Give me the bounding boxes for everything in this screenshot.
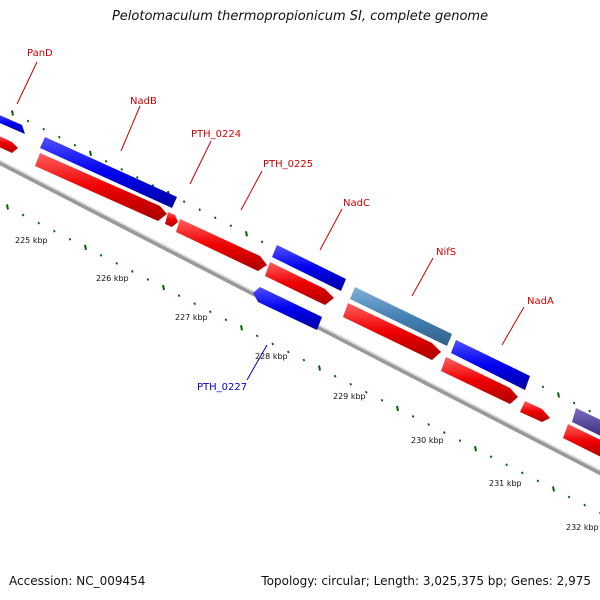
minor-tick xyxy=(68,237,72,241)
gene-feature-red xyxy=(35,153,167,221)
minor-tick xyxy=(42,127,46,131)
gene-feature-red xyxy=(0,136,18,153)
gene-label-pth0227: PTH_0227 xyxy=(197,382,247,393)
minor-tick xyxy=(427,423,431,426)
major-tick xyxy=(84,244,87,250)
minor-tick xyxy=(458,439,462,443)
gene-feature-red xyxy=(343,303,441,360)
minor-tick xyxy=(57,135,61,139)
scale-label: 231 kbp xyxy=(489,479,522,488)
gene-feature-red xyxy=(265,262,334,305)
minor-tick xyxy=(583,503,587,507)
gene-feature-nadb xyxy=(40,137,177,208)
gene-feature-red-small xyxy=(165,212,178,227)
minor-tick xyxy=(505,463,509,467)
scale-tick-marks xyxy=(6,204,600,515)
minor-tick xyxy=(52,229,56,233)
minor-tick xyxy=(302,358,306,362)
scale-label: 229 kbp xyxy=(333,392,366,401)
gene-feature-nadc xyxy=(272,245,346,291)
accession-text: Accession: NC_009454 xyxy=(9,574,146,588)
minor-tick xyxy=(151,184,155,187)
minor-tick xyxy=(182,200,186,204)
minor-tick xyxy=(73,143,77,147)
minor-tick xyxy=(193,302,197,306)
minor-tick xyxy=(536,479,540,483)
genome-summary-text: Topology: circular; Length: 3,025,375 bp… xyxy=(261,574,591,588)
minor-tick xyxy=(286,350,290,354)
minor-tick xyxy=(349,382,353,386)
minor-tick xyxy=(260,240,264,244)
minor-tick xyxy=(21,213,25,217)
minor-tick xyxy=(271,342,275,346)
minor-tick xyxy=(130,270,134,273)
minor-tick xyxy=(146,278,150,281)
gene-feature-blue xyxy=(0,115,25,134)
major-tick xyxy=(396,405,399,412)
major-tick xyxy=(474,445,477,452)
minor-tick xyxy=(99,253,103,257)
minor-tick xyxy=(364,390,368,394)
gene-label-nadb: NadB xyxy=(130,96,157,107)
minor-tick xyxy=(120,167,124,171)
scale-label: 226 kbp xyxy=(96,274,129,283)
minor-tick xyxy=(489,455,493,459)
minor-tick xyxy=(520,471,524,475)
major-tick xyxy=(245,231,248,237)
gene-label-pand: PanD xyxy=(27,48,53,59)
minor-tick xyxy=(541,385,545,389)
scale-label: 232 kbp xyxy=(566,523,599,532)
minor-tick xyxy=(567,495,571,499)
major-tick xyxy=(318,365,321,371)
minor-tick xyxy=(572,401,576,405)
minor-tick xyxy=(26,119,30,123)
map-title: Pelotomaculum thermopropionicum SI, comp… xyxy=(111,9,489,24)
minor-tick xyxy=(411,415,415,418)
minor-tick xyxy=(255,334,259,338)
minor-tick xyxy=(115,261,119,265)
label-leader-lines xyxy=(16,61,525,381)
minor-tick xyxy=(198,208,202,212)
gene-feature-pth0225 xyxy=(176,219,267,271)
major-tick xyxy=(11,110,14,116)
minor-tick xyxy=(208,310,212,314)
gene-label-nadc: NadC xyxy=(343,198,370,209)
gene-feature-purple xyxy=(572,408,600,436)
minor-tick xyxy=(213,216,217,220)
gene-feature-pth0227 xyxy=(253,287,322,330)
minor-tick xyxy=(229,224,233,228)
minor-tick xyxy=(380,398,384,402)
gene-label-nifs: NifS xyxy=(436,247,456,258)
gene-labels: PanD NadB PTH_0224 PTH_0225 NadC NifS Na… xyxy=(27,48,554,393)
major-tick xyxy=(162,284,165,291)
minor-tick xyxy=(37,221,41,225)
scale-label: 230 kbp xyxy=(411,436,444,445)
gene-feature-red-small xyxy=(520,401,550,422)
minor-tick xyxy=(224,318,228,322)
major-tick xyxy=(89,150,92,156)
major-tick xyxy=(6,204,9,210)
major-tick xyxy=(240,325,243,331)
gene-label-nada: NadA xyxy=(527,296,554,307)
gene-features xyxy=(0,115,600,457)
minor-tick xyxy=(177,294,181,298)
scale-label: 225 kbp xyxy=(15,236,48,245)
scale-label: 227 kbp xyxy=(175,313,208,322)
gene-feature-nifs xyxy=(350,287,452,346)
gene-feature-red xyxy=(563,424,600,457)
minor-tick xyxy=(588,409,592,413)
minor-tick xyxy=(135,176,139,179)
minor-tick xyxy=(442,431,446,434)
gene-label-pth0224: PTH_0224 xyxy=(191,129,241,140)
gene-feature-nada xyxy=(451,340,530,390)
minor-tick xyxy=(333,374,337,378)
gene-label-pth0225: PTH_0225 xyxy=(263,159,313,170)
scale-label: 228 kbp xyxy=(255,352,288,361)
major-tick xyxy=(557,392,560,398)
minor-tick xyxy=(104,159,108,163)
major-tick xyxy=(552,486,555,492)
scale-labels: 225 kbp 226 kbp 227 kbp 228 kbp 229 kbp … xyxy=(15,236,599,532)
gene-feature-red xyxy=(441,357,518,404)
